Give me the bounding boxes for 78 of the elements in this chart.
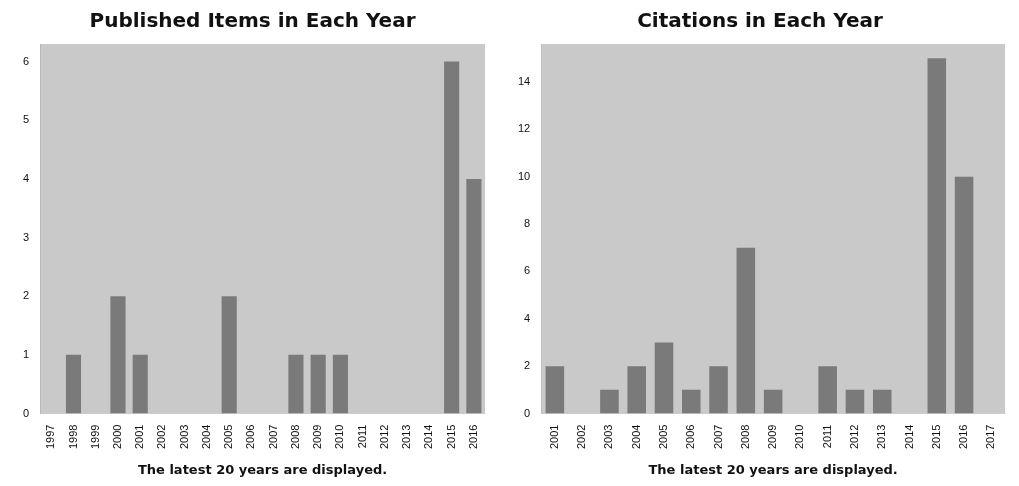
y-tick-label: 6 <box>524 264 531 277</box>
x-tick-label: 2009 <box>311 424 324 450</box>
x-tick-label: 2011 <box>355 424 368 449</box>
y-tick-label: 6 <box>22 54 30 67</box>
bar <box>65 354 82 414</box>
x-tick-label: 2010 <box>333 424 346 450</box>
x-tick-label: 2013 <box>875 424 888 450</box>
x-tick-label: 2001 <box>133 424 146 450</box>
bar <box>954 176 974 414</box>
x-tick-label: 2000 <box>111 424 123 450</box>
x-tick-label: 2008 <box>738 424 751 450</box>
y-tick-label: 5 <box>22 113 30 126</box>
bar <box>132 354 148 414</box>
bar <box>736 247 756 414</box>
x-tick-label: 2005 <box>222 424 235 450</box>
bar <box>654 342 674 414</box>
x-tick-label: 2008 <box>288 424 301 450</box>
x-tick-label: 2002 <box>155 424 168 450</box>
bar <box>288 354 304 414</box>
x-tick-label: 2011 <box>820 424 833 449</box>
y-tick-label: 12 <box>517 122 531 135</box>
x-tick-label: 1997 <box>44 424 57 450</box>
chart-title: Citations in Each Year <box>637 8 883 33</box>
bar <box>332 354 348 414</box>
x-tick-label: 2006 <box>684 424 697 450</box>
bar <box>310 354 326 414</box>
x-tick-label: 1998 <box>66 424 79 450</box>
x-tick-label: 2013 <box>400 424 413 450</box>
bar <box>818 366 837 414</box>
y-tick-label: 8 <box>524 217 531 230</box>
bar <box>600 389 619 414</box>
x-tick-label: 2015 <box>929 424 942 450</box>
y-tick-label: 1 <box>22 347 30 360</box>
x-tick-label: 2012 <box>377 424 390 450</box>
x-tick-label: 2001 <box>547 424 560 450</box>
x-tick-label: 2006 <box>244 424 257 450</box>
bar <box>110 296 126 414</box>
y-tick-label: 10 <box>517 169 531 182</box>
x-tick-label: 2014 <box>902 424 915 450</box>
x-tick-label: 2007 <box>711 424 724 450</box>
bar <box>444 61 460 414</box>
x-tick-label: 2016 <box>466 424 479 450</box>
x-tick-label: 2004 <box>629 424 642 450</box>
bar <box>466 178 482 414</box>
y-tick-label: 2 <box>22 289 30 302</box>
x-tick-label: 2007 <box>266 424 279 450</box>
chart-title: Published Items in Each Year <box>89 8 416 33</box>
x-tick-label: 2003 <box>177 424 190 450</box>
y-tick-label: 3 <box>22 230 30 243</box>
bar <box>763 389 783 414</box>
y-tick-label: 14 <box>517 74 531 87</box>
x-tick-label: 2005 <box>657 424 670 450</box>
bar <box>545 366 565 414</box>
x-tick-label: 2016 <box>957 424 970 450</box>
bar <box>682 389 701 414</box>
x-tick-label: 2015 <box>444 424 457 450</box>
y-tick-label: 0 <box>22 406 30 419</box>
x-tick-label: 2004 <box>199 424 212 450</box>
y-tick-label: 4 <box>524 311 531 324</box>
bar <box>845 389 865 414</box>
y-tick-label: 2 <box>524 359 531 372</box>
y-tick-label: 4 <box>22 171 30 184</box>
x-tick-label: 2010 <box>793 424 806 450</box>
x-tick-label: 2014 <box>422 424 435 450</box>
x-tick-label: 2009 <box>766 424 779 450</box>
x-tick-label: 2003 <box>602 424 615 450</box>
x-tick-label: 2017 <box>984 424 997 450</box>
x-tick-label: 1999 <box>88 424 101 450</box>
x-tick-label: 2002 <box>575 424 588 450</box>
bar <box>221 296 237 414</box>
bar <box>709 366 728 414</box>
bar <box>927 58 947 414</box>
text: The latest 20 years are displayed. <box>137 462 388 477</box>
x-tick-label: 2012 <box>847 424 860 450</box>
bar <box>627 366 646 414</box>
bar <box>872 389 892 414</box>
y-tick-label: 0 <box>524 406 531 419</box>
text: The latest 20 years are displayed. <box>648 462 898 477</box>
